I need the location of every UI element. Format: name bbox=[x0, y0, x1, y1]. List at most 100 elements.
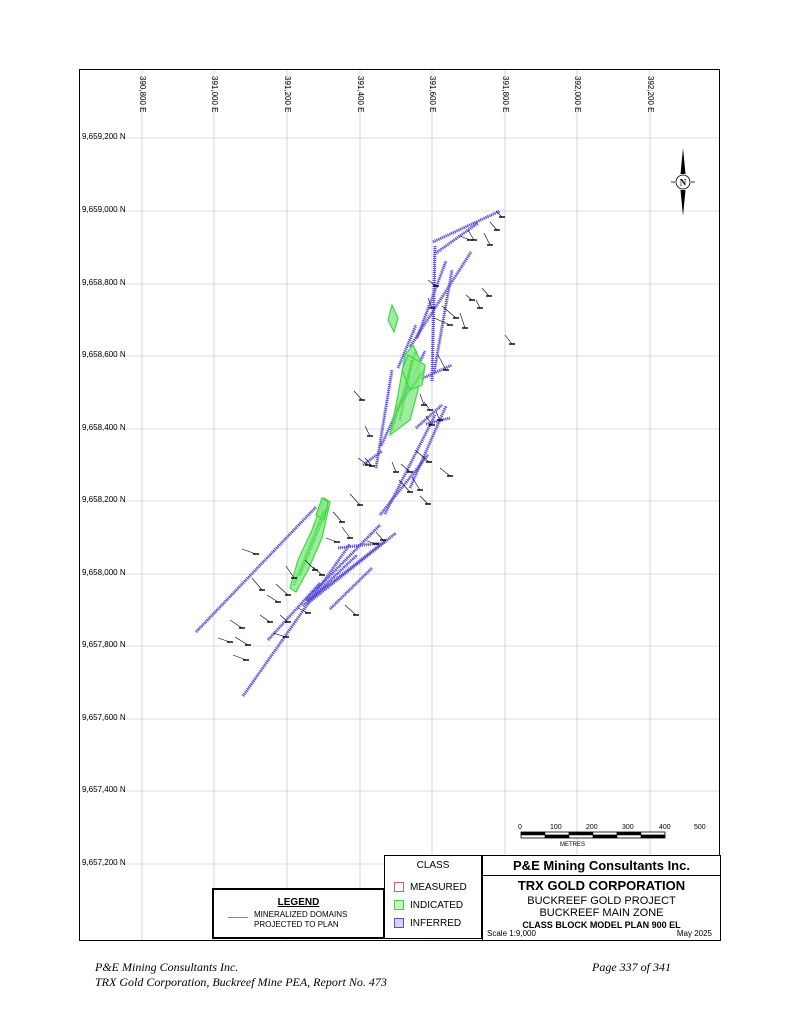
inferred-domain-outline bbox=[435, 222, 479, 254]
legend-item-label: MINERALIZED DOMAINS PROJECTED TO PLAN bbox=[254, 910, 347, 930]
footer-consultant: P&E Mining Consultants Inc. bbox=[95, 960, 239, 974]
drill-hole-trace bbox=[332, 511, 343, 523]
scale-bar-unit: METRES bbox=[560, 842, 586, 848]
northing-tick-label: 9,657,400 N bbox=[82, 785, 126, 794]
drill-hole-trace bbox=[251, 577, 263, 591]
drill-hole-trace bbox=[489, 221, 498, 231]
map-frame: N 9,659,200 N 9,659,000 N 9,658,800 N 9,658… bbox=[79, 69, 721, 941]
drill-hole-trace bbox=[441, 305, 457, 319]
drill-hole-trace bbox=[344, 604, 357, 616]
inferred-domain-outline bbox=[432, 210, 501, 243]
drill-hole-trace bbox=[504, 334, 513, 345]
drill-hole-trace bbox=[419, 495, 429, 505]
drill-hole-trace bbox=[241, 548, 257, 555]
footer-report-title: TRX Gold Corporation, Buckreef Mine PEA,… bbox=[95, 975, 387, 989]
drill-hole-trace bbox=[411, 476, 421, 491]
project-name: BUCKREEF GOLD PROJECT bbox=[527, 895, 676, 907]
northing-tick-label: 9,657,200 N bbox=[82, 858, 126, 867]
drill-hole-trace bbox=[229, 619, 243, 629]
drill-hole-trace bbox=[279, 614, 289, 623]
scale-ratio: Scale 1:9,000 bbox=[487, 929, 536, 938]
northing-tick-label: 9,659,200 N bbox=[82, 132, 126, 141]
easting-tick-label: 391,800 E bbox=[501, 76, 510, 113]
northing-tick-label: 9,658,800 N bbox=[82, 278, 126, 287]
drill-hole-trace bbox=[495, 210, 503, 218]
inferred-domain-outline bbox=[425, 417, 451, 425]
easting-tick-label: 391,400 E bbox=[356, 76, 365, 113]
scale-bar-label: 500 bbox=[694, 824, 706, 831]
report-date: May 2025 bbox=[676, 929, 712, 938]
inferred-domain-outline bbox=[384, 414, 436, 515]
drill-hole-trace bbox=[465, 294, 473, 301]
northing-tick-label: 9,658,400 N bbox=[82, 423, 126, 432]
drill-hole-trace bbox=[341, 526, 351, 539]
inferred-domain-outline bbox=[409, 405, 447, 489]
inferred-domain-outline bbox=[329, 567, 373, 610]
inferred-domain-outline bbox=[433, 269, 453, 374]
inferred-domain-outline bbox=[362, 450, 383, 466]
drill-hole-trace bbox=[419, 393, 425, 406]
map-canvas: N bbox=[80, 70, 719, 940]
class-item-indicated: INDICATED bbox=[394, 900, 463, 911]
easting-tick-label: 392,200 E bbox=[646, 76, 655, 113]
legend-title: LEGEND bbox=[277, 897, 320, 908]
measured-swatch bbox=[394, 882, 404, 893]
class-legend: CLASS MEASURED INDICATED INFERRED bbox=[384, 855, 482, 939]
drill-hole-trace bbox=[467, 229, 475, 241]
drill-hole-trace bbox=[433, 317, 451, 326]
north-arrow-icon: N bbox=[671, 148, 695, 216]
legend-box: LEGEND MINERALIZED DOMAINS PROJECTED TO … bbox=[212, 888, 385, 939]
drill-hole-trace bbox=[364, 457, 373, 467]
scale-bar-label: 0 bbox=[518, 824, 522, 831]
drill-hole-trace bbox=[391, 461, 397, 473]
drill-hole-trace bbox=[459, 312, 466, 329]
drill-hole-trace bbox=[427, 279, 437, 287]
drill-hole-trace bbox=[439, 467, 451, 477]
indicated-domains bbox=[289, 303, 426, 593]
scale-bar-segment bbox=[520, 831, 546, 836]
zone-name: BUCKREEF MAIN ZONE bbox=[539, 907, 664, 919]
client-name: TRX GOLD CORPORATION bbox=[517, 878, 686, 893]
drill-hole-trace bbox=[427, 297, 433, 309]
inferred-domains bbox=[194, 209, 501, 697]
scale-bar-segment bbox=[544, 831, 570, 836]
drill-hole-trace bbox=[437, 354, 447, 371]
drill-hole-trace bbox=[259, 614, 271, 623]
legend-line-swatch bbox=[228, 917, 248, 918]
scale-bar-segment bbox=[640, 831, 666, 836]
class-label-inferred: INFERRED bbox=[410, 918, 462, 929]
indicated-domain-band bbox=[292, 509, 326, 586]
northing-tick-label: 9,659,000 N bbox=[82, 205, 126, 214]
class-legend-title: CLASS bbox=[416, 860, 450, 871]
drill-hole-trace bbox=[435, 411, 441, 421]
drill-hole-trace bbox=[312, 566, 323, 576]
inferred-domain-outline bbox=[416, 260, 447, 339]
class-item-measured: MEASURED bbox=[394, 882, 467, 893]
drill-hole-trace bbox=[400, 463, 411, 473]
plan-name: CLASS BLOCK MODEL PLAN 900 EL bbox=[522, 920, 681, 930]
legend-item-line1: MINERALIZED DOMAINS bbox=[254, 910, 348, 919]
northing-tick-label: 9,657,600 N bbox=[82, 713, 126, 722]
easting-tick-label: 391,200 E bbox=[283, 76, 292, 113]
north-arrow-label: N bbox=[680, 178, 687, 188]
class-label-measured: MEASURED bbox=[410, 882, 467, 893]
northing-tick-label: 9,658,600 N bbox=[82, 350, 126, 359]
drill-hole-trace bbox=[398, 479, 411, 493]
inferred-domain-outline bbox=[242, 543, 351, 697]
title-block: P&E Mining Consultants Inc. TRX GOLD COR… bbox=[482, 855, 721, 941]
scale-bar-segment bbox=[592, 834, 618, 839]
legend-item-line2: PROJECTED TO PLAN bbox=[254, 920, 339, 929]
drill-hole-trace bbox=[297, 607, 309, 614]
scale-bar-label: 300 bbox=[622, 824, 634, 831]
drill-hole-trace bbox=[353, 390, 363, 401]
easting-tick-label: 391,600 E bbox=[428, 76, 437, 113]
inferred-domain-outline bbox=[397, 324, 417, 369]
indicated-domain-band bbox=[398, 359, 414, 421]
drill-hole-trace bbox=[483, 232, 491, 246]
drill-hole-trace bbox=[414, 449, 430, 463]
scale-bar-segment bbox=[640, 834, 666, 839]
easting-tick-label: 390,800 E bbox=[138, 76, 147, 113]
inferred-domain-outline bbox=[431, 245, 436, 382]
northing-tick-label: 9,658,200 N bbox=[82, 495, 126, 504]
inferred-domain-outline bbox=[267, 582, 321, 641]
